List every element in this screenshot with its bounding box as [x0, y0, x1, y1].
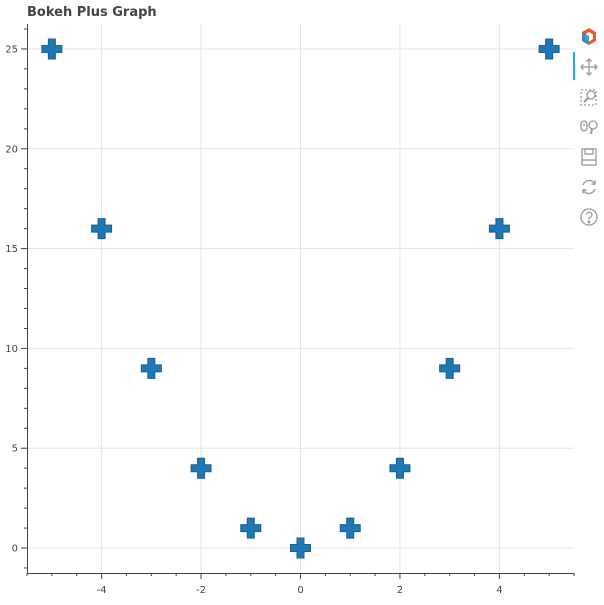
help-tool-icon[interactable]: [578, 206, 600, 228]
y-tick-label: 20: [5, 144, 18, 155]
bokeh-logo-icon[interactable]: [578, 26, 600, 48]
pan-tool-icon[interactable]: [578, 56, 600, 78]
reset-tool-icon[interactable]: [578, 176, 600, 198]
box-zoom-tool-icon[interactable]: [578, 86, 600, 108]
plus-marker: [240, 517, 262, 539]
plus-marker: [41, 38, 63, 60]
chart-title: Bokeh Plus Graph: [27, 5, 157, 20]
plus-marker: [140, 357, 162, 379]
toolbar: [573, 24, 604, 244]
plus-marker: [339, 517, 361, 539]
x-tick-label: 2: [397, 585, 403, 596]
y-tick-label: 25: [5, 44, 18, 55]
save-tool-icon[interactable]: [578, 146, 600, 168]
plus-marker: [389, 457, 411, 479]
y-tick-label: 0: [12, 544, 18, 555]
y-tick-label: 15: [5, 244, 18, 255]
y-tick-label: 10: [5, 344, 18, 355]
plus-marker: [439, 357, 461, 379]
plus-marker: [91, 218, 113, 240]
grid-lines: [27, 24, 574, 573]
plus-marker: [290, 537, 311, 559]
data-markers: [41, 38, 560, 559]
active-tool-indicator: [573, 52, 575, 80]
x-tick-label: 4: [496, 585, 502, 596]
wheel-zoom-tool-icon[interactable]: [578, 116, 600, 138]
y-tick-label: 5: [12, 444, 18, 455]
axes: -4 -2 0 2 4 0 5 10 15 20 25: [5, 24, 575, 596]
plus-marker: [190, 457, 212, 479]
x-tick-label: 0: [297, 585, 303, 596]
x-tick-label: -2: [196, 585, 206, 596]
plus-marker: [538, 38, 560, 60]
x-tick-label: -4: [97, 585, 107, 596]
plus-marker: [488, 218, 510, 240]
